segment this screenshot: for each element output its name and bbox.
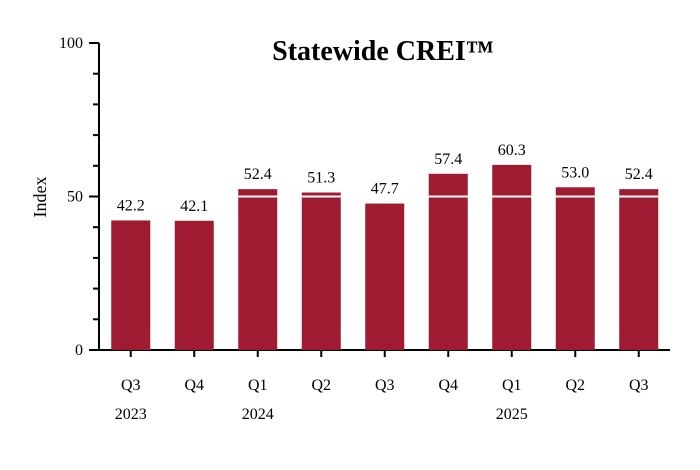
data-label: 51.3 (307, 170, 335, 187)
bar (301, 192, 341, 350)
bar (174, 220, 214, 350)
x-tick-label: Q2 (311, 377, 331, 394)
x-group-label: 2023 (115, 406, 147, 423)
y-tick-label: 50 (67, 189, 83, 206)
labels-group: 0 50 100 42.2 Q3 2023 42.1 Q4 52.4 Q1 2024 51.3 Q2 47… (59, 35, 653, 423)
y-tick-label: 100 (59, 35, 83, 52)
bar (619, 189, 659, 350)
data-label: 42.2 (117, 197, 145, 214)
data-label: 60.3 (498, 142, 526, 159)
x-group-label: 2024 (242, 406, 274, 423)
x-tick-label: Q1 (502, 377, 522, 394)
x-group-label: 2025 (496, 406, 528, 423)
data-label: 52.4 (625, 166, 653, 183)
data-label: 57.4 (434, 151, 462, 168)
x-tick-label: Q1 (248, 377, 268, 394)
data-label: 52.4 (244, 166, 272, 183)
bar (492, 164, 532, 350)
x-tick-label: Q4 (438, 377, 458, 394)
chart-title: Statewide CREI™ (272, 36, 494, 67)
x-tick-label: Q3 (121, 377, 141, 394)
data-label: 53.0 (561, 164, 589, 181)
x-tick-label: Q4 (184, 377, 204, 394)
x-tick-label: Q2 (565, 377, 585, 394)
y-tick-label: 0 (75, 342, 83, 359)
y-axis-label: Index (30, 177, 50, 218)
bar (365, 203, 405, 350)
bar (428, 173, 468, 350)
data-label: 47.7 (371, 181, 399, 198)
bar (238, 189, 278, 350)
bar (555, 187, 595, 350)
data-label: 42.1 (180, 198, 208, 215)
bar (111, 220, 151, 350)
x-tick-label: Q3 (629, 377, 649, 394)
x-tick-label: Q3 (375, 377, 395, 394)
bars-group (111, 164, 659, 350)
